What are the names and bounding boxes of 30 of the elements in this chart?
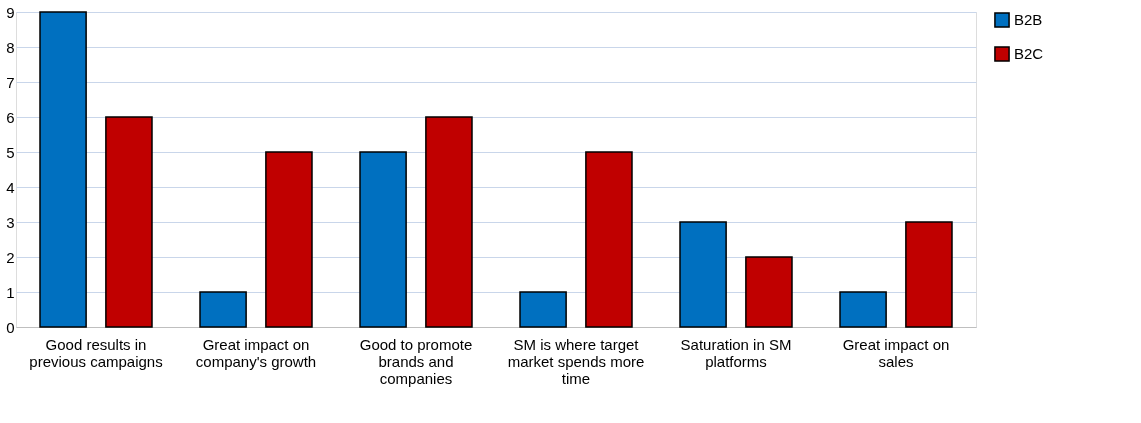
bar — [39, 11, 87, 328]
x-tick-label: Great impact on sales — [842, 335, 950, 370]
x-tick-label: SM is where target market spends more time — [507, 335, 645, 387]
y-tick-label: 4 — [6, 178, 15, 196]
y-tick-label: 2 — [6, 248, 15, 266]
bar — [199, 291, 247, 328]
bar — [359, 151, 407, 328]
y-tick-label: 3 — [6, 213, 15, 231]
bar — [839, 291, 887, 328]
bar — [745, 256, 793, 328]
y-tick-label: 0 — [6, 318, 15, 336]
x-tick-label: Good to promote brands and companies — [359, 335, 473, 387]
bar — [105, 116, 153, 328]
y-tick-label: 5 — [6, 143, 15, 161]
legend-label: B2C — [1014, 45, 1044, 62]
bar — [585, 151, 633, 328]
y-tick-label: 8 — [6, 38, 15, 56]
legend-label: B2B — [1014, 11, 1043, 28]
bar — [679, 221, 727, 328]
y-tick-label: 1 — [6, 283, 15, 301]
x-tick-label: Good results in previous campaigns — [29, 335, 163, 370]
y-tick-label: 9 — [6, 3, 15, 21]
x-tick-label: Great impact on company's growth — [195, 335, 317, 370]
bar — [425, 116, 473, 328]
bar — [265, 151, 313, 328]
bar — [519, 291, 567, 328]
bar — [905, 221, 953, 328]
x-tick-label: Saturation in SM platforms — [680, 335, 792, 370]
y-tick-label: 6 — [6, 108, 15, 126]
y-tick-label: 7 — [6, 73, 15, 91]
